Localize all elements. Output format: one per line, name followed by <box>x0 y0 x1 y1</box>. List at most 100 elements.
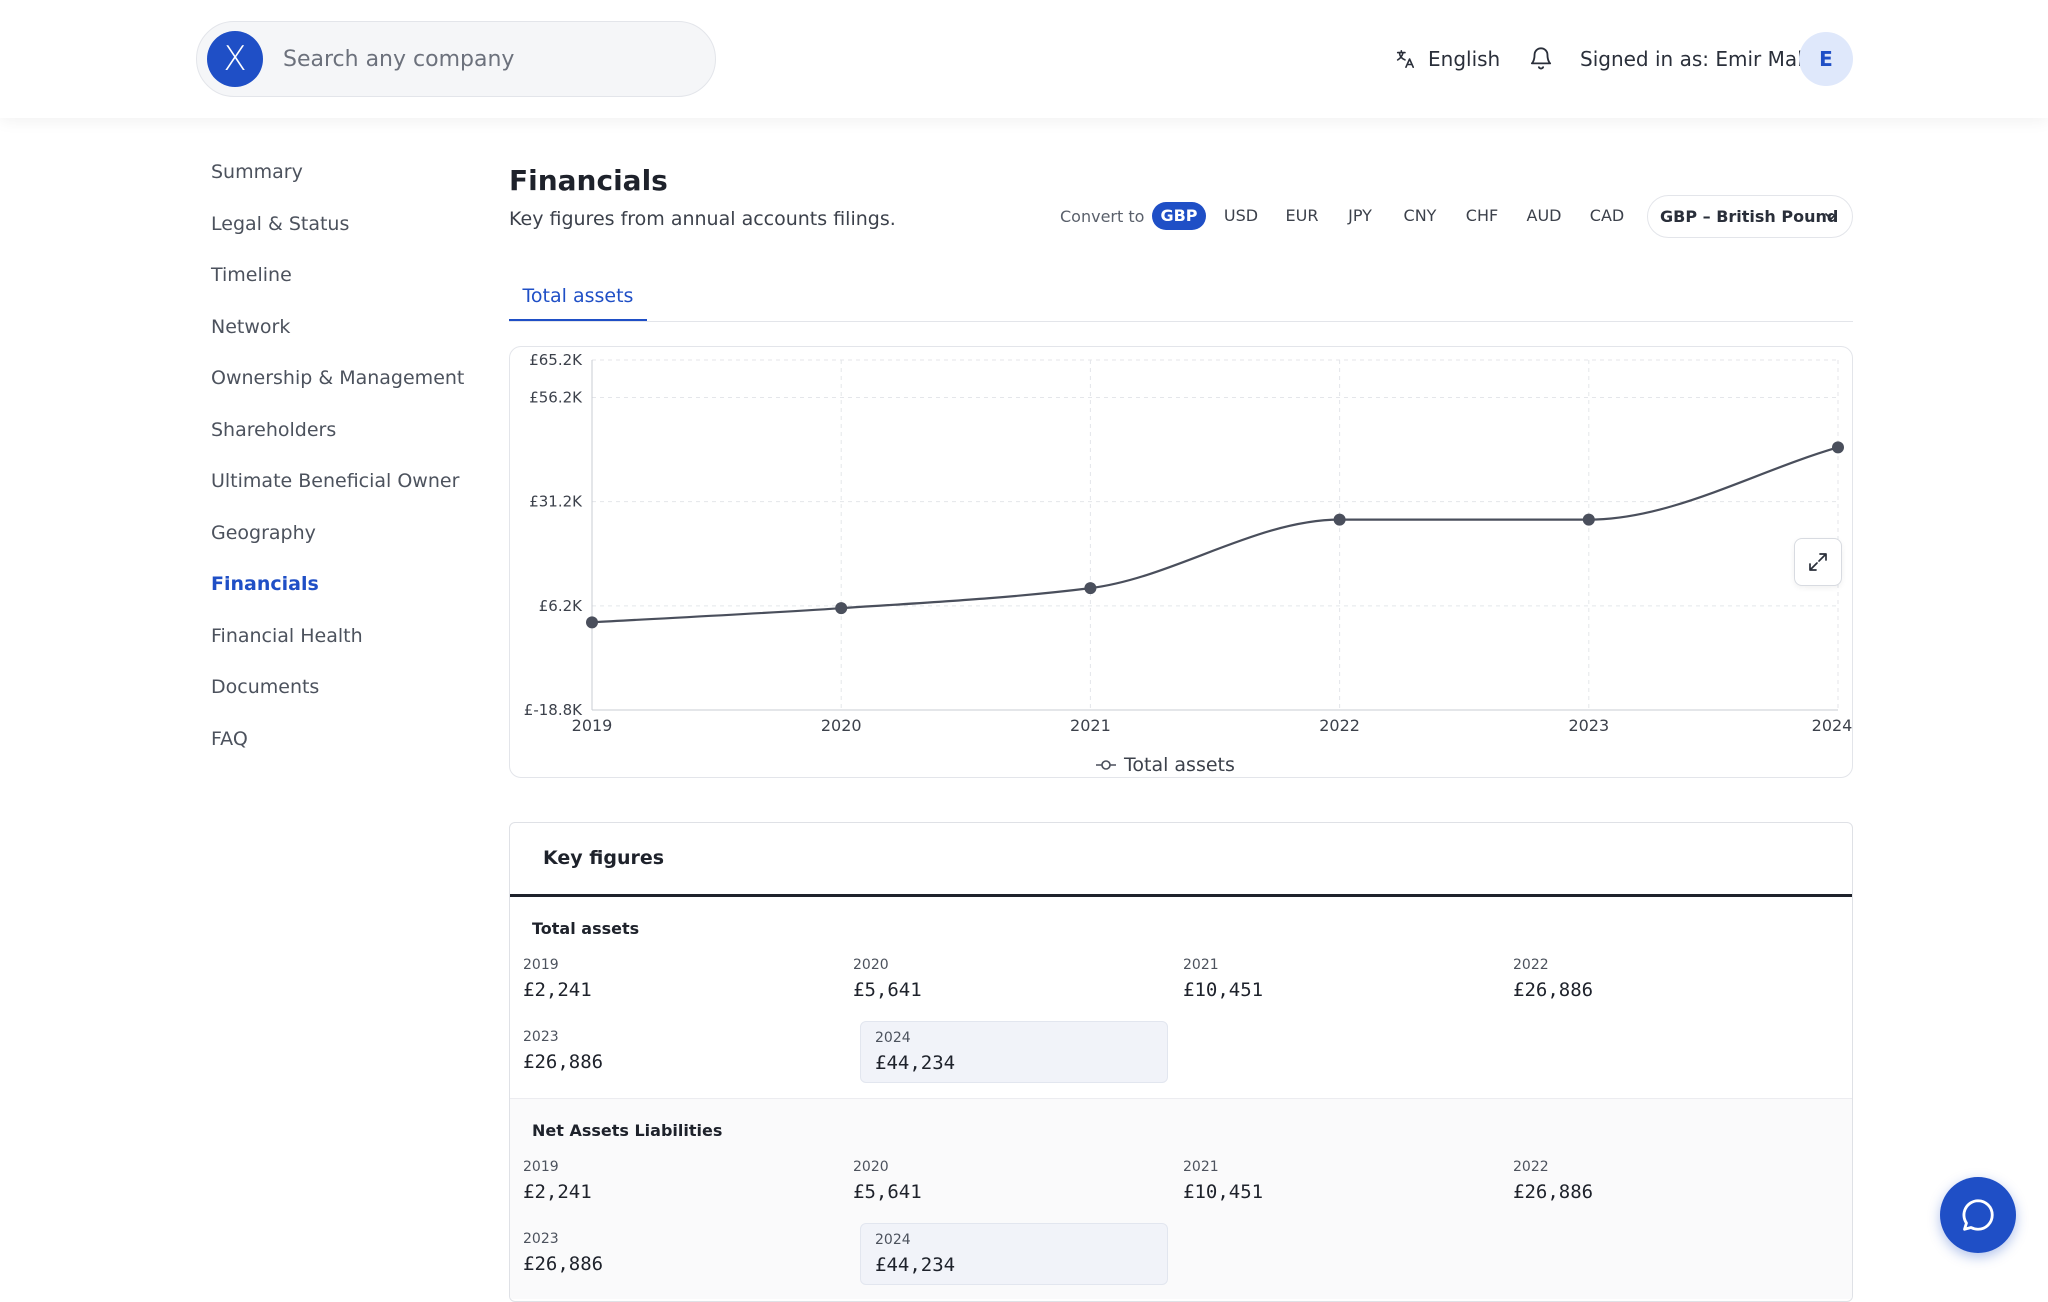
kf-year: 2024 <box>875 1232 911 1248</box>
kf-cell: 2019 £2,241 <box>510 949 818 1011</box>
kf-cell: 2020 £5,641 <box>840 1151 1148 1213</box>
currency-cad[interactable]: CAD <box>1589 206 1625 225</box>
x-tick-label: 2024 <box>1812 716 1853 735</box>
kf-group-total-assets: Total assets 2019 £2,241 2020 £5,641 202… <box>510 897 1852 1098</box>
sidebar-item-documents[interactable]: Documents <box>211 676 320 698</box>
kf-year: 2023 <box>523 1231 559 1247</box>
kf-year: 2021 <box>1183 957 1219 973</box>
series-line-total-assets <box>591 446 1839 624</box>
currency-select-value: GBP – British Pound <box>1660 207 1839 226</box>
bell-icon <box>1530 47 1552 70</box>
currency-aud[interactable]: AUD <box>1526 206 1562 225</box>
sidebar-item-ownership-management[interactable]: Ownership & Management <box>211 367 465 389</box>
currency-cny[interactable]: CNY <box>1403 206 1437 225</box>
company-search[interactable]: X <box>196 21 716 97</box>
kf-cell: 2022 £26,886 <box>1500 1151 1808 1213</box>
data-point <box>835 602 848 615</box>
sidebar-item-ubo[interactable]: Ultimate Beneficial Owner <box>211 470 460 492</box>
kf-cell: 2021 £10,451 <box>1170 949 1478 1011</box>
currency-eur[interactable]: EUR <box>1285 206 1319 225</box>
kf-value: £10,451 <box>1183 979 1264 1001</box>
sidebar-item-timeline[interactable]: Timeline <box>211 264 292 286</box>
kf-year: 2023 <box>523 1029 559 1045</box>
language-selector[interactable]: English <box>1394 40 1500 78</box>
kf-group-title: Total assets <box>532 919 640 938</box>
data-point <box>1084 582 1097 595</box>
sidebar-item-legal-status[interactable]: Legal & Status <box>211 212 350 235</box>
kf-value: £44,234 <box>875 1254 956 1276</box>
currency-chf[interactable]: CHF <box>1465 206 1499 225</box>
kf-cell-latest: 2024 £44,234 <box>860 1021 1168 1083</box>
x-tick-label: 2021 <box>1070 716 1111 735</box>
y-tick-label: £-18.8K <box>524 701 583 719</box>
notifications-button[interactable] <box>1528 44 1554 76</box>
x-tick-label: 2022 <box>1319 716 1360 735</box>
key-figures-title: Key figures <box>510 823 1852 897</box>
language-label: English <box>1428 47 1501 71</box>
kf-cell: 2023 £26,886 <box>510 1223 818 1285</box>
tab-divider <box>509 321 1853 322</box>
kf-cell: 2021 £10,451 <box>1170 1151 1478 1213</box>
kf-year: 2020 <box>853 957 889 973</box>
search-input[interactable] <box>283 46 683 72</box>
kf-year: 2021 <box>1183 1159 1219 1175</box>
sidebar-item-financials[interactable]: Financials <box>211 573 319 595</box>
kf-value: £5,641 <box>853 979 922 1001</box>
x-tick-label: 2023 <box>1568 716 1609 735</box>
x-tick-label: 2019 <box>572 716 613 735</box>
chat-bubble-icon <box>1962 1199 1994 1231</box>
currency-jpy[interactable]: JPY <box>1348 206 1372 225</box>
kf-value: £26,886 <box>1513 1181 1594 1203</box>
kf-year: 2020 <box>853 1159 889 1175</box>
key-figures-card: Key figures Total assets 2019 £2,241 202… <box>509 822 1853 1302</box>
page-subtitle: Key figures from annual accounts filings… <box>509 208 896 230</box>
translate-icon <box>1396 49 1415 69</box>
currency-select[interactable]: GBP – British Pound <box>1647 195 1853 238</box>
kf-value: £44,234 <box>875 1052 956 1074</box>
sidebar-nav: Summary Legal & Status Timeline Network … <box>211 160 464 778</box>
kf-cell: 2023 £26,886 <box>510 1021 818 1083</box>
tab-total-assets[interactable]: Total assets <box>509 270 647 322</box>
currency-gbp[interactable]: GBP <box>1152 202 1206 230</box>
sidebar-item-shareholders[interactable]: Shareholders <box>211 418 337 441</box>
kf-value: £2,241 <box>523 1181 592 1203</box>
kf-group-net-assets-liabilities: Net Assets Liabilities 2019 £2,241 2020 … <box>510 1098 1852 1299</box>
y-tick-label: £56.2K <box>529 389 583 407</box>
sidebar-item-geography[interactable]: Geography <box>211 521 316 544</box>
avatar[interactable]: E <box>1799 32 1853 86</box>
kf-cell: 2020 £5,641 <box>840 949 1148 1011</box>
kf-cell: 2022 £26,886 <box>1500 949 1808 1011</box>
sidebar-item-network[interactable]: Network <box>211 315 291 338</box>
kf-year: 2019 <box>523 957 559 973</box>
kf-value: £5,641 <box>853 1181 922 1203</box>
top-bar: X English Signed in as: Emir Malik E <box>0 0 2048 118</box>
data-point <box>1832 441 1844 454</box>
legend-point-marker <box>1101 760 1111 770</box>
sidebar-item-financial-health[interactable]: Financial Health <box>211 624 363 647</box>
expand-icon <box>1809 553 1827 571</box>
kf-year: 2022 <box>1513 1159 1549 1175</box>
chat-button[interactable] <box>1940 1177 2016 1253</box>
kf-year: 2019 <box>523 1159 559 1175</box>
currency-usd[interactable]: USD <box>1223 206 1259 225</box>
data-point <box>1333 513 1346 526</box>
kf-value: £26,886 <box>523 1253 604 1275</box>
data-point <box>1582 513 1595 526</box>
chart-card: £65.2K £56.2K £31.2K £6.2K £-18.8K 2019 2020 20… <box>509 346 1853 778</box>
kf-cell-latest: 2024 £44,234 <box>860 1223 1168 1285</box>
y-tick-label: £31.2K <box>529 493 583 511</box>
chevron-down-icon <box>1825 213 1837 220</box>
kf-value: £26,886 <box>1513 979 1594 1001</box>
sidebar-item-summary[interactable]: Summary <box>211 161 303 183</box>
kf-value: £2,241 <box>523 979 592 1001</box>
data-point <box>586 616 598 629</box>
convert-label: Convert to <box>1060 207 1145 226</box>
expand-chart-button[interactable] <box>1794 538 1842 586</box>
signed-in-label: Signed in as: Emir Malik <box>1580 47 1820 71</box>
page-title: Financials <box>509 164 668 197</box>
kf-value: £10,451 <box>1183 1181 1264 1203</box>
sidebar-item-faq[interactable]: FAQ <box>211 727 248 750</box>
app-logo[interactable]: X <box>207 31 263 87</box>
legend-label: Total assets <box>1123 754 1235 776</box>
